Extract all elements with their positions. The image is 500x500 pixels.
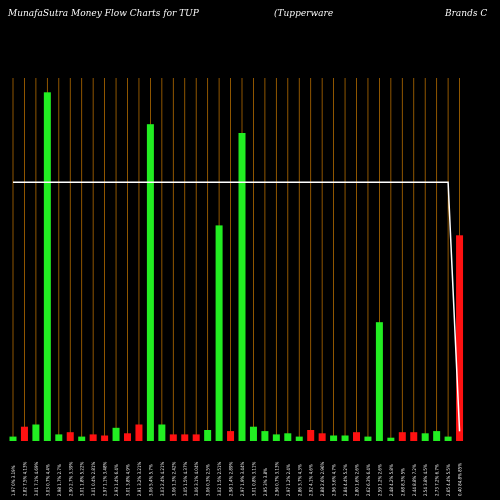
bar: [169, 434, 177, 441]
x-tick-label: 3.06 0.3% 2.5%: [206, 464, 211, 496]
bar: [330, 435, 338, 441]
chart-title-company: (Tupperware: [274, 9, 334, 19]
bar: [238, 133, 246, 441]
x-tick-label: 3.01 3.8% 4.9%: [126, 464, 131, 496]
bar: [249, 426, 257, 441]
bar: [158, 424, 166, 441]
bar: [55, 434, 63, 441]
x-tick-label: 2.97 1.2% 2.4%: [286, 464, 291, 496]
bar: [421, 433, 429, 441]
bar: [272, 434, 280, 441]
bar: [261, 431, 269, 441]
bar: [66, 432, 74, 441]
bar: [192, 434, 200, 441]
bar: [284, 433, 292, 441]
bar: [135, 424, 143, 441]
x-tick-label: 2.54 3.8% 4.5%: [423, 464, 428, 496]
bar: [353, 432, 360, 441]
bar: [32, 424, 40, 441]
x-tick-label: 2.95 3% 3.8%: [263, 468, 268, 496]
x-tick-label: 2.48 4.2% 5.8%: [389, 464, 394, 496]
x-tick-label: 2.59 1.2% 2.6%: [377, 464, 382, 496]
x-tick-label: 2.44 8.8% 7.2%: [412, 464, 417, 496]
bar: [456, 235, 464, 441]
x-tick-label: 2.65 4.4% 5.5%: [446, 464, 451, 496]
bar: [398, 432, 406, 441]
x-tick-label: 2.73 7.2% 6.7%: [435, 464, 440, 496]
bar: [204, 430, 212, 441]
x-tick-label: 2.96 0.7% 3.13%: [274, 461, 279, 496]
x-tick-label: 3.06 3.1% 4.04%: [194, 461, 199, 496]
bar: [307, 430, 315, 441]
bar: [410, 432, 418, 441]
chart-title-company-cont: Brands C: [445, 9, 488, 19]
chart-title: MunafaSutra Money Flow Charts for TUP: [8, 9, 199, 19]
price-line: [13, 181, 461, 432]
x-tick-label: 2.93 1.4% 6.4%: [114, 464, 119, 496]
x-tick-label: 3.03 2.4% 4.21%: [160, 461, 165, 496]
bar: [89, 434, 97, 441]
bar: [364, 436, 372, 441]
x-tick-label: 3.05 1.5% 4.37%: [183, 461, 188, 496]
bar: [387, 437, 395, 441]
x-tick-label: 0.40 84.8% 85%: [458, 463, 463, 496]
bar: [20, 426, 28, 441]
x-tick-label: 2.84 4.4% 5.2%: [343, 464, 348, 496]
x-tick-label: 2.97 1.9% 3.44%: [240, 461, 245, 496]
x-tick-label: 2.98 1.7% 2.7%: [57, 464, 62, 496]
x-tick-label: 2.90 2.7% 3.39%: [68, 461, 73, 496]
bar: [444, 436, 452, 441]
bar: [295, 436, 303, 441]
x-tick-label: 2.97 1.1% 3.48%: [103, 461, 108, 496]
bar: [78, 436, 86, 441]
x-tick-label: 1.97 0% 3.19%: [11, 465, 16, 496]
x-tick-label: 2.96 3.6% 4.7%: [332, 464, 337, 496]
bar: [124, 433, 131, 441]
bar: [215, 225, 223, 441]
x-tick-label: 3.01 1.8% 5.22%: [80, 461, 85, 496]
x-tick-label: 3.02 1.5% 2.51%: [217, 461, 222, 496]
x-tick-label: 2.88 2.6% 2.96%: [320, 461, 325, 496]
x-tick-label: 2.92 4.1% 4.6%: [309, 464, 314, 496]
x-tick-label: 2.62 6.3% 6.4%: [366, 464, 371, 496]
x-tick-label: 2.68 8.3% 5%: [400, 468, 405, 496]
bar: [112, 427, 120, 441]
x-tick-label: 2.82 7.5% 4.13%: [22, 461, 27, 496]
x-tick-label: 3.01 7.1% 4.69%: [34, 461, 39, 496]
bar: [43, 92, 51, 442]
x-tick-label: 3.01 0.8% 3.11%: [251, 461, 256, 496]
bar: [101, 435, 109, 441]
bar: [375, 322, 383, 441]
x-tick-label: 3.01 0.4% 2.81%: [91, 461, 96, 496]
bar: [341, 435, 349, 441]
x-tick-label: 3.06 5.4% 5.7%: [148, 464, 153, 496]
x-tick-label: 2.98 1.4% 2.89%: [229, 461, 234, 496]
bar: [181, 434, 189, 441]
bar: [433, 431, 441, 441]
bar: [318, 433, 326, 441]
x-tick-label: 2.86 3.7% 4.3%: [297, 464, 302, 496]
x-tick-label: 3.06 1.3% 2.42%: [171, 461, 176, 496]
bar: [227, 431, 235, 441]
x-tick-label: 2.91 3.2% 3.21%: [137, 461, 142, 496]
x-tick-label: 2.80 1.6% 2.6%: [355, 464, 360, 496]
bar: [146, 124, 154, 441]
x-tick-label: 3.03 0.7% 4.4%: [45, 464, 50, 496]
bar: [9, 436, 17, 441]
